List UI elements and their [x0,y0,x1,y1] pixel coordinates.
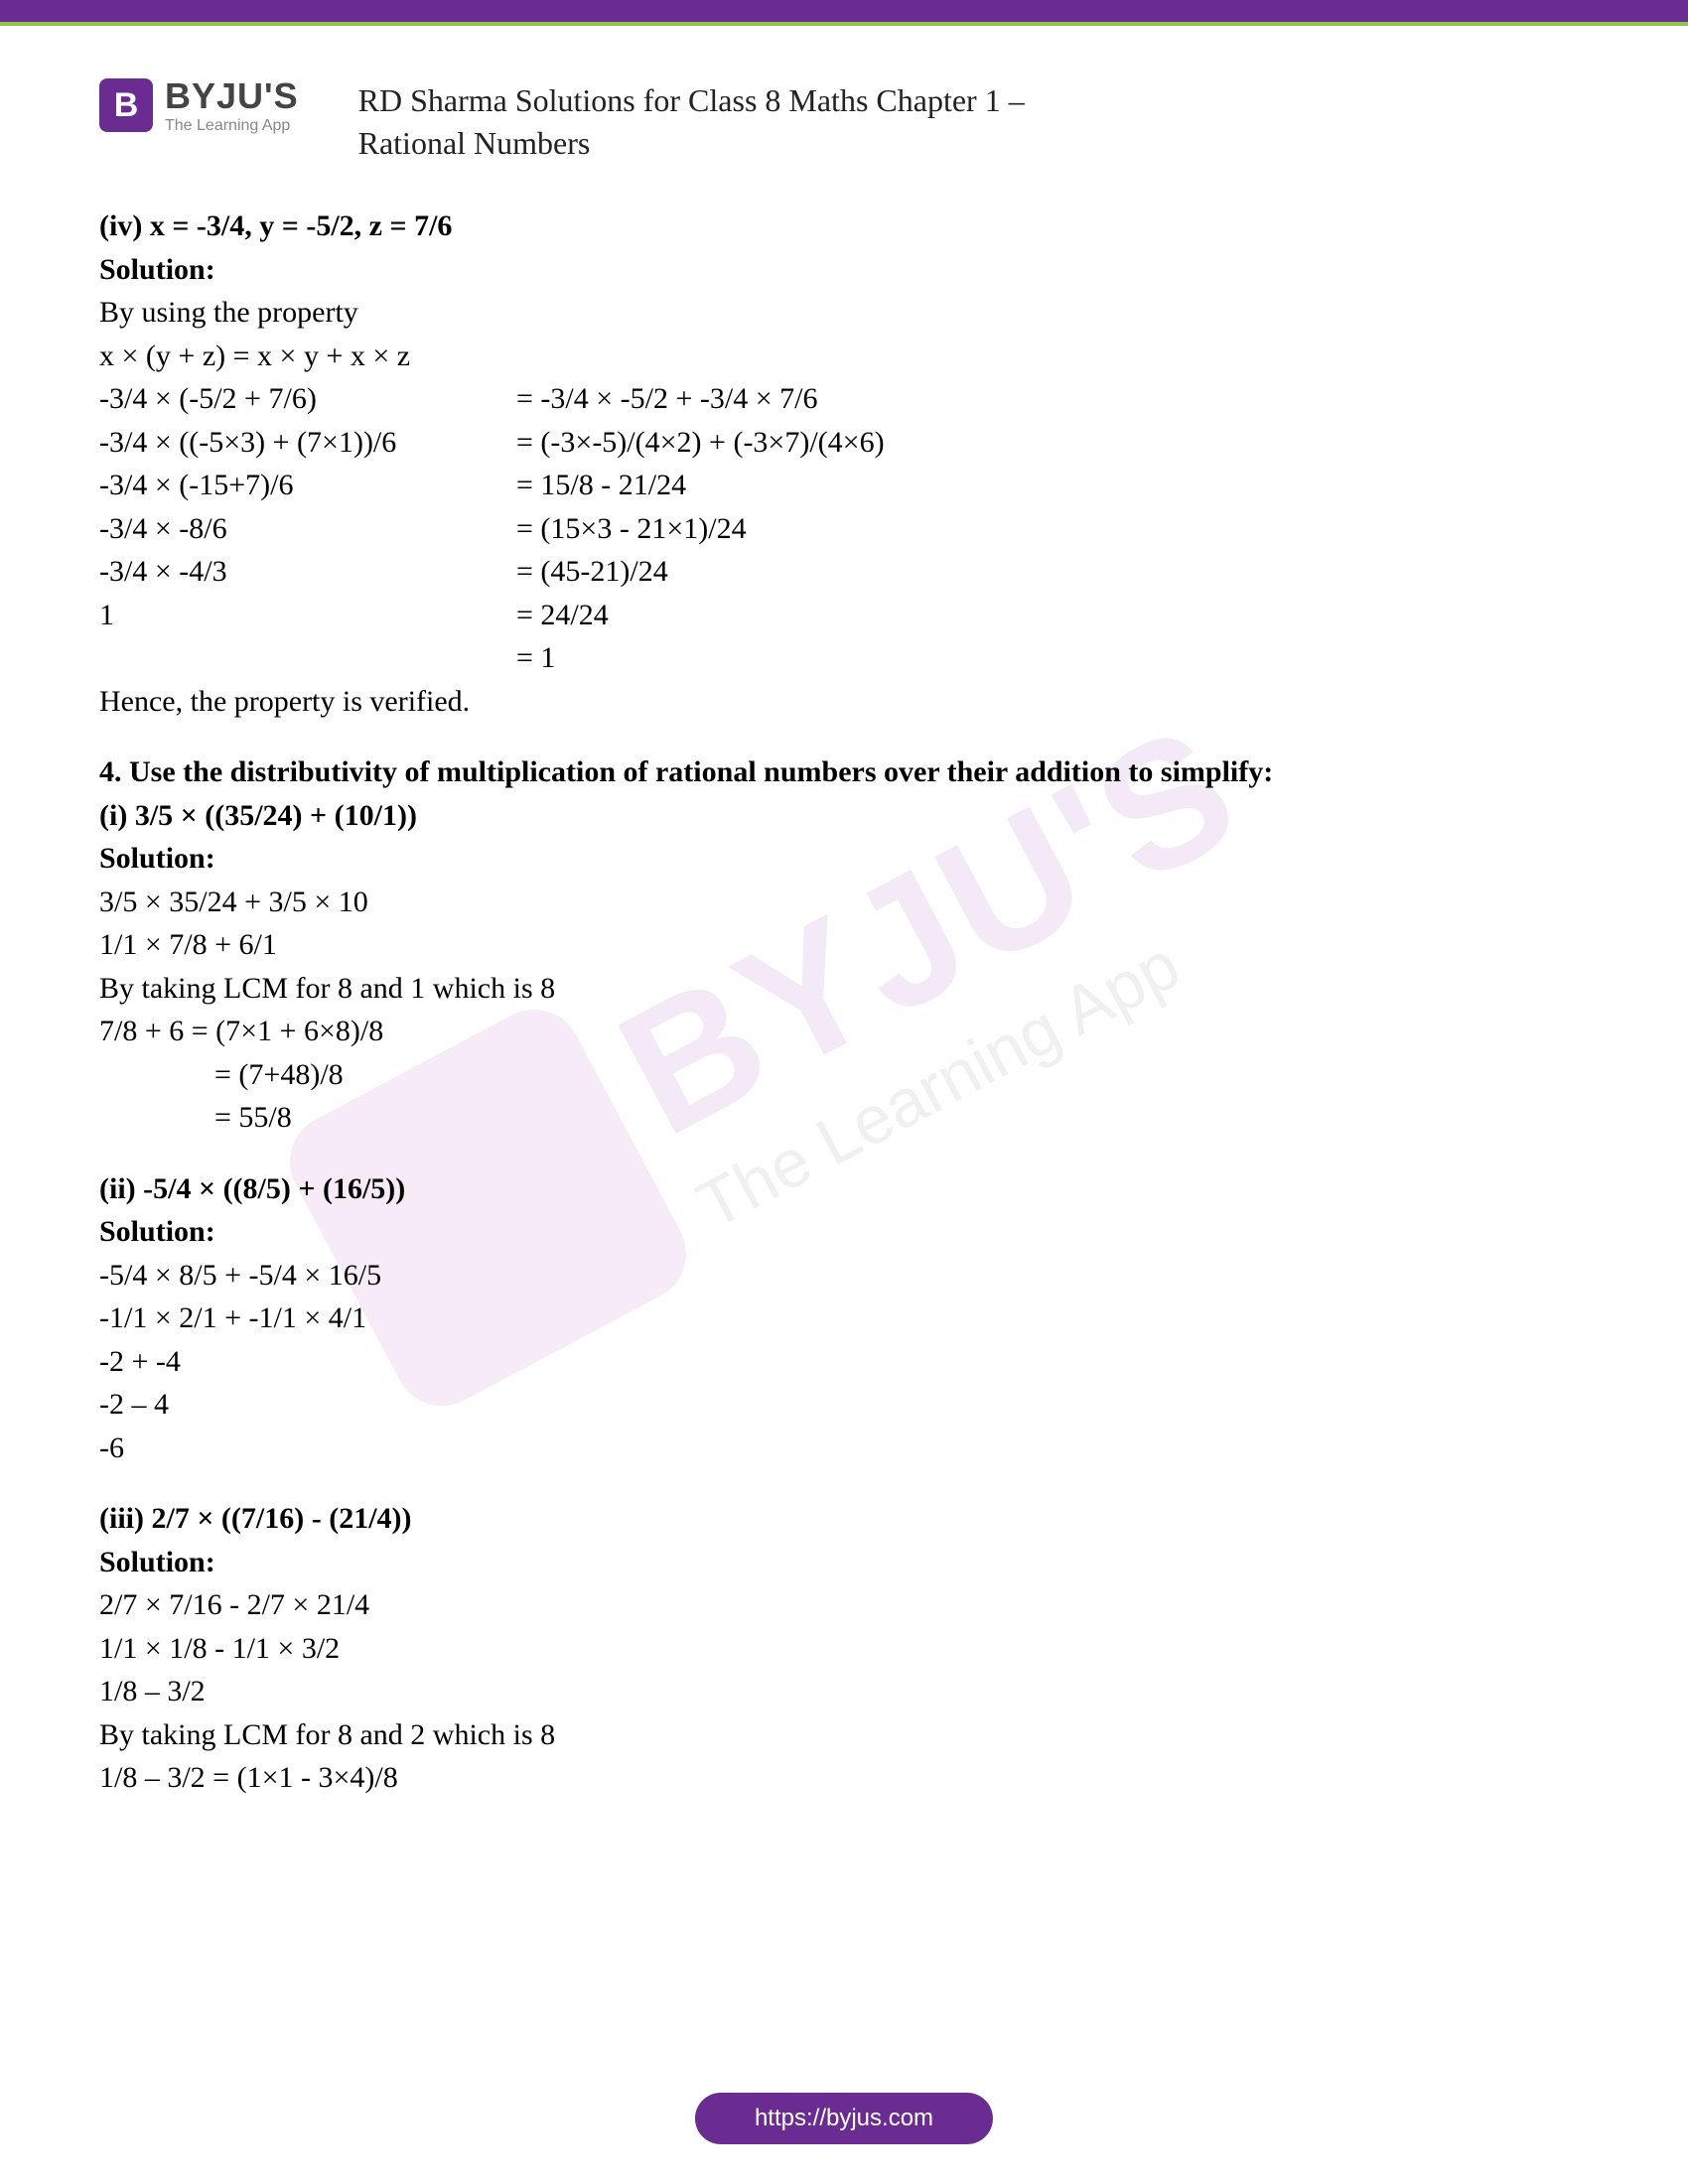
logo: B BYJU'S The Learning App [99,75,299,135]
solution-line: By taking LCM for 8 and 1 which is 8 [99,967,1589,1011]
equation-lhs: -3/4 × ((-5×3) + (7×1))/6 [99,421,516,465]
conclusion-text: Hence, the property is verified. [99,680,1589,724]
solution-line: -1/1 × 2/1 + -1/1 × 4/1 [99,1297,1589,1340]
title-line-2: Rational Numbers [358,125,591,161]
footer-url: https://byjus.com [695,2093,993,2144]
solution-line-indented: = (7+48)/8 [99,1053,1589,1097]
equation-lhs: -3/4 × -4/3 [99,550,516,594]
equation-lhs: -3/4 × (-5/2 + 7/6) [99,377,516,421]
solution-label: Solution: [99,837,1589,881]
equation-row: 1= 24/24 [99,594,1589,637]
solution-line: 7/8 + 6 = (7×1 + 6×8)/8 [99,1010,1589,1053]
equation-lhs: 1 [99,594,516,637]
solution-label: Solution: [99,248,1589,292]
solution-line: By taking LCM for 8 and 2 which is 8 [99,1713,1589,1757]
solution-line: 1/8 – 3/2 [99,1670,1589,1713]
part-title: (i) 3/5 × ((35/24) + (10/1)) [99,794,1589,838]
equation-rhs: = 15/8 - 21/24 [516,464,1589,507]
solution-line: -2 – 4 [99,1383,1589,1427]
solution-line: 1/1 × 1/8 - 1/1 × 3/2 [99,1627,1589,1671]
logo-name: BYJU'S [165,75,299,117]
equation-row: -3/4 × ((-5×3) + (7×1))/6= (-3×-5)/(4×2)… [99,421,1589,465]
part-title: (ii) -5/4 × ((8/5) + (16/5)) [99,1167,1589,1211]
solution-label: Solution: [99,1210,1589,1254]
equation-rhs: = (15×3 - 21×1)/24 [516,507,1589,551]
solution-line: 3/5 × 35/24 + 3/5 × 10 [99,881,1589,924]
equation-lhs: -3/4 × (-15+7)/6 [99,464,516,507]
solution-line: -5/4 × 8/5 + -5/4 × 16/5 [99,1254,1589,1297]
solution-line: -6 [99,1427,1589,1470]
equation-rhs: = 1 [516,636,1589,680]
property-formula: x × (y + z) = x × y + x × z [99,335,1589,378]
equation-rows: -3/4 × (-5/2 + 7/6)= -3/4 × -5/2 + -3/4 … [99,377,1589,680]
document-title: RD Sharma Solutions for Class 8 Maths Ch… [358,75,1589,165]
logo-icon: B [99,78,153,132]
solution-line: 2/7 × 7/16 - 2/7 × 21/4 [99,1583,1589,1627]
solution-line: -2 + -4 [99,1340,1589,1384]
top-accent-bar [0,0,1688,26]
solution-label: Solution: [99,1541,1589,1584]
equation-rhs: = -3/4 × -5/2 + -3/4 × 7/6 [516,377,1589,421]
equation-row: -3/4 × (-15+7)/6= 15/8 - 21/24 [99,464,1589,507]
title-line-1: RD Sharma Solutions for Class 8 Maths Ch… [358,82,1025,118]
equation-rhs: = (45-21)/24 [516,550,1589,594]
solution-line: 1/1 × 7/8 + 6/1 [99,923,1589,967]
intro-text: By using the property [99,291,1589,335]
equation-rhs: = (-3×-5)/(4×2) + (-3×7)/(4×6) [516,421,1589,465]
question-4-parts: (i) 3/5 × ((35/24) + (10/1))Solution:3/5… [99,794,1589,1800]
equation-rhs: = 24/24 [516,594,1589,637]
logo-text-block: BYJU'S The Learning App [165,75,299,135]
main-content: (iv) x = -3/4, y = -5/2, z = 7/6 Solutio… [0,195,1688,1859]
problem-iv-heading: (iv) x = -3/4, y = -5/2, z = 7/6 [99,205,1589,248]
question-4-heading: 4. Use the distributivity of multiplicat… [99,751,1589,794]
equation-row: -3/4 × -4/3= (45-21)/24 [99,550,1589,594]
solution-line-indented: = 55/8 [99,1096,1589,1140]
equation-row: -3/4 × -8/6= (15×3 - 21×1)/24 [99,507,1589,551]
equation-lhs [99,636,516,680]
part-title: (iii) 2/7 × ((7/16) - (21/4)) [99,1497,1589,1541]
equation-lhs: -3/4 × -8/6 [99,507,516,551]
equation-row: = 1 [99,636,1589,680]
solution-line: 1/8 – 3/2 = (1×1 - 3×4)/8 [99,1756,1589,1800]
equation-row: -3/4 × (-5/2 + 7/6)= -3/4 × -5/2 + -3/4 … [99,377,1589,421]
page-header: B BYJU'S The Learning App RD Sharma Solu… [0,26,1688,195]
logo-tagline: The Learning App [165,117,299,135]
